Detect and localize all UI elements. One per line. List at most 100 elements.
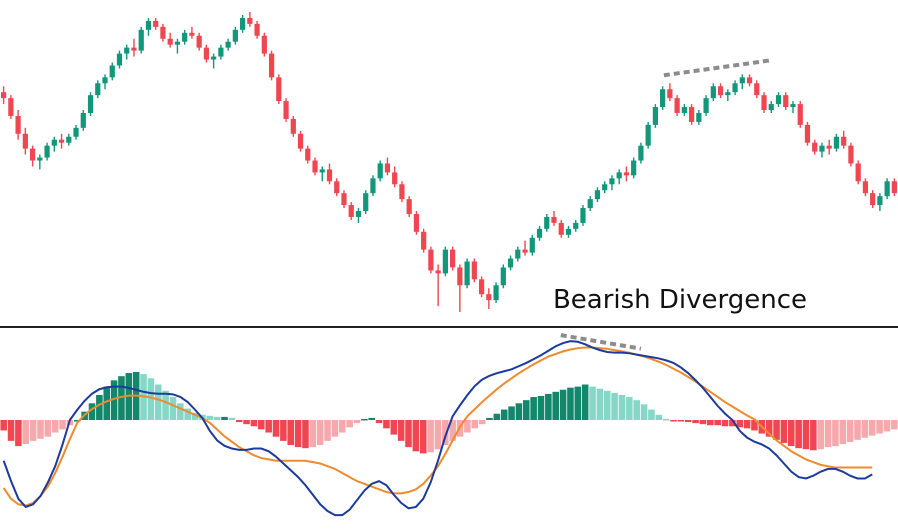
macd-histogram-bar	[883, 420, 891, 432]
candle-body	[529, 237, 535, 253]
macd-histogram-bar	[162, 390, 169, 420]
candle-body	[855, 163, 861, 182]
candle-body	[696, 112, 702, 122]
candle-body	[558, 222, 564, 235]
candle-body	[761, 95, 767, 111]
macd-histogram-bar	[530, 397, 537, 420]
macd-histogram-bar	[714, 420, 721, 426]
candle-body	[261, 35, 267, 54]
candle-body	[428, 249, 434, 271]
candle-body	[66, 136, 72, 143]
candle-body	[355, 211, 362, 217]
macd-histogram-bar	[96, 394, 103, 420]
price-panel: Bearish Divergence	[1, 12, 897, 315]
macd-histogram-bar	[287, 420, 295, 446]
macd-histogram-bar	[324, 420, 331, 441]
macd-histogram-bar	[552, 391, 560, 420]
candle-body	[493, 285, 499, 301]
macd-histogram-bar	[751, 420, 758, 431]
candle-body	[457, 267, 463, 286]
candle-body	[218, 47, 224, 57]
candle-body	[623, 172, 630, 176]
candle-body	[51, 139, 57, 146]
candle-body	[739, 77, 745, 84]
candle-body	[196, 35, 202, 48]
macd-histogram-bar	[574, 386, 582, 420]
candle-body	[688, 107, 695, 122]
macd-histogram-bar	[736, 420, 744, 428]
macd-histogram-bar	[787, 420, 795, 447]
candle-body	[225, 41, 231, 48]
candle-body	[478, 279, 485, 295]
macd-line	[2, 340, 873, 517]
macd-histogram-bar	[500, 409, 508, 420]
candle-body	[334, 181, 340, 194]
macd-histogram-bar	[169, 397, 177, 420]
candle-body	[348, 205, 354, 217]
macd-histogram-bar	[221, 416, 228, 420]
candle-body	[377, 163, 383, 179]
candle-body	[399, 184, 405, 200]
macd-histogram-bar	[405, 420, 412, 448]
macd-histogram-bar	[802, 420, 810, 450]
candle-body	[616, 172, 622, 179]
macd-histogram-bar	[523, 400, 530, 420]
macd-histogram-bar	[854, 420, 861, 440]
candle-body	[565, 228, 572, 235]
candle-body	[645, 124, 651, 146]
candle-body	[775, 95, 782, 105]
candle-body	[305, 148, 311, 161]
candle-body	[283, 101, 289, 119]
candle-body	[319, 169, 325, 173]
macd-histogram-bar	[434, 420, 442, 450]
macd-histogram-bar	[346, 420, 353, 428]
candle-body	[841, 136, 847, 146]
macd-histogram-bar	[29, 420, 37, 441]
macd-histogram-bar	[589, 386, 596, 420]
candle-body	[109, 65, 115, 78]
macd-histogram-bar	[15, 420, 22, 447]
candle-body	[167, 38, 173, 45]
macd-histogram-bar	[603, 390, 611, 420]
macd-histogram-bar	[810, 420, 817, 451]
candle-body	[95, 83, 101, 96]
macd-histogram-bar	[618, 394, 626, 420]
macd-histogram-bar	[353, 420, 361, 424]
macd-histogram-bar	[309, 420, 317, 448]
candle-body	[384, 163, 391, 173]
candle-body	[819, 145, 825, 152]
candle-body	[594, 190, 601, 200]
candle-body	[797, 104, 803, 125]
candle-body	[73, 127, 79, 137]
macd-histogram-bar	[154, 384, 162, 420]
macd-histogram-bar	[37, 420, 44, 439]
candle-body	[877, 196, 883, 206]
candle-body	[681, 107, 687, 113]
candle-body	[870, 193, 876, 206]
candle-body	[667, 89, 673, 99]
macd-histogram-bar	[22, 420, 30, 444]
macd-histogram-bar	[59, 420, 66, 430]
macd-histogram-bar	[302, 420, 309, 449]
candle-body	[189, 32, 195, 36]
candle-body	[812, 142, 818, 152]
candle-body	[754, 83, 760, 96]
candle-body	[341, 193, 347, 206]
candle-body	[580, 208, 586, 223]
candle-body	[326, 169, 333, 182]
macd-histogram-bar	[331, 420, 339, 437]
candle-body	[435, 270, 441, 274]
macd-histogram-bar	[515, 403, 523, 420]
macd-histogram-bar	[250, 420, 258, 427]
candle-body	[124, 47, 130, 54]
macd-histogram-bar	[640, 404, 648, 420]
macd-histogram-bar	[662, 418, 670, 421]
macd-histogram-bar	[824, 420, 832, 448]
candle-body	[450, 249, 456, 268]
candle-body	[421, 231, 427, 250]
candle-body	[232, 29, 238, 42]
macd-histogram-bar	[780, 420, 788, 443]
macd-histogram-bar	[684, 420, 692, 423]
macd-histogram-bar	[677, 420, 685, 422]
